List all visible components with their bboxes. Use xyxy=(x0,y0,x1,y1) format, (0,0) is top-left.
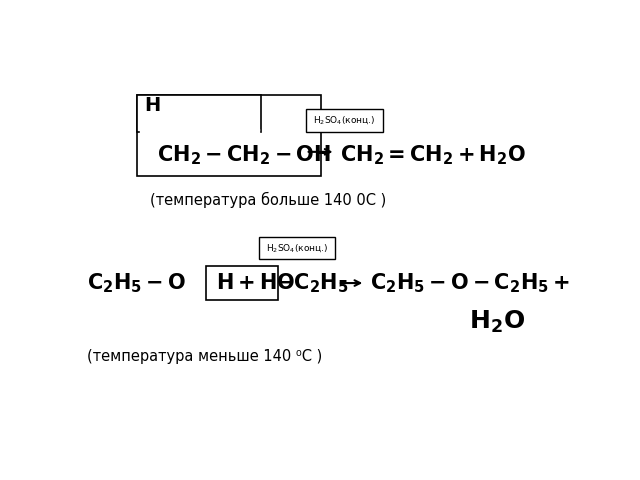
Text: H: H xyxy=(145,96,161,115)
Text: $\mathbf{CH_2 = CH_2 + H_2O}$: $\mathbf{CH_2 = CH_2 + H_2O}$ xyxy=(340,144,526,168)
Text: (температура меньше 140 ⁰С ): (температура меньше 140 ⁰С ) xyxy=(88,349,323,364)
Text: H$_2$SO$_4$(конц.): H$_2$SO$_4$(конц.) xyxy=(313,114,375,126)
Text: (температура больше 140 0С ): (температура больше 140 0С ) xyxy=(150,192,387,208)
Text: $\mathbf{CH_2 - CH_2 - OH}$: $\mathbf{CH_2 - CH_2 - OH}$ xyxy=(157,144,331,168)
Text: $\mathbf{C_2H_5 - O - C_2H_5 +}$: $\mathbf{C_2H_5 - O - C_2H_5 +}$ xyxy=(370,271,570,295)
Text: $\mathbf{H_2O}$: $\mathbf{H_2O}$ xyxy=(468,309,525,335)
FancyBboxPatch shape xyxy=(306,109,383,132)
FancyBboxPatch shape xyxy=(259,237,335,259)
FancyBboxPatch shape xyxy=(207,266,278,300)
FancyBboxPatch shape xyxy=(137,95,321,176)
Text: $\mathbf{H + HO}$: $\mathbf{H + HO}$ xyxy=(216,273,296,293)
Text: $\mathbf{C_2H_5 - O}$: $\mathbf{C_2H_5 - O}$ xyxy=(88,271,186,295)
Text: H$_2$SO$_4$(конц.): H$_2$SO$_4$(конц.) xyxy=(266,242,328,254)
Text: $\mathbf{-C_2H_5}$: $\mathbf{-C_2H_5}$ xyxy=(276,271,349,295)
FancyBboxPatch shape xyxy=(137,95,261,132)
